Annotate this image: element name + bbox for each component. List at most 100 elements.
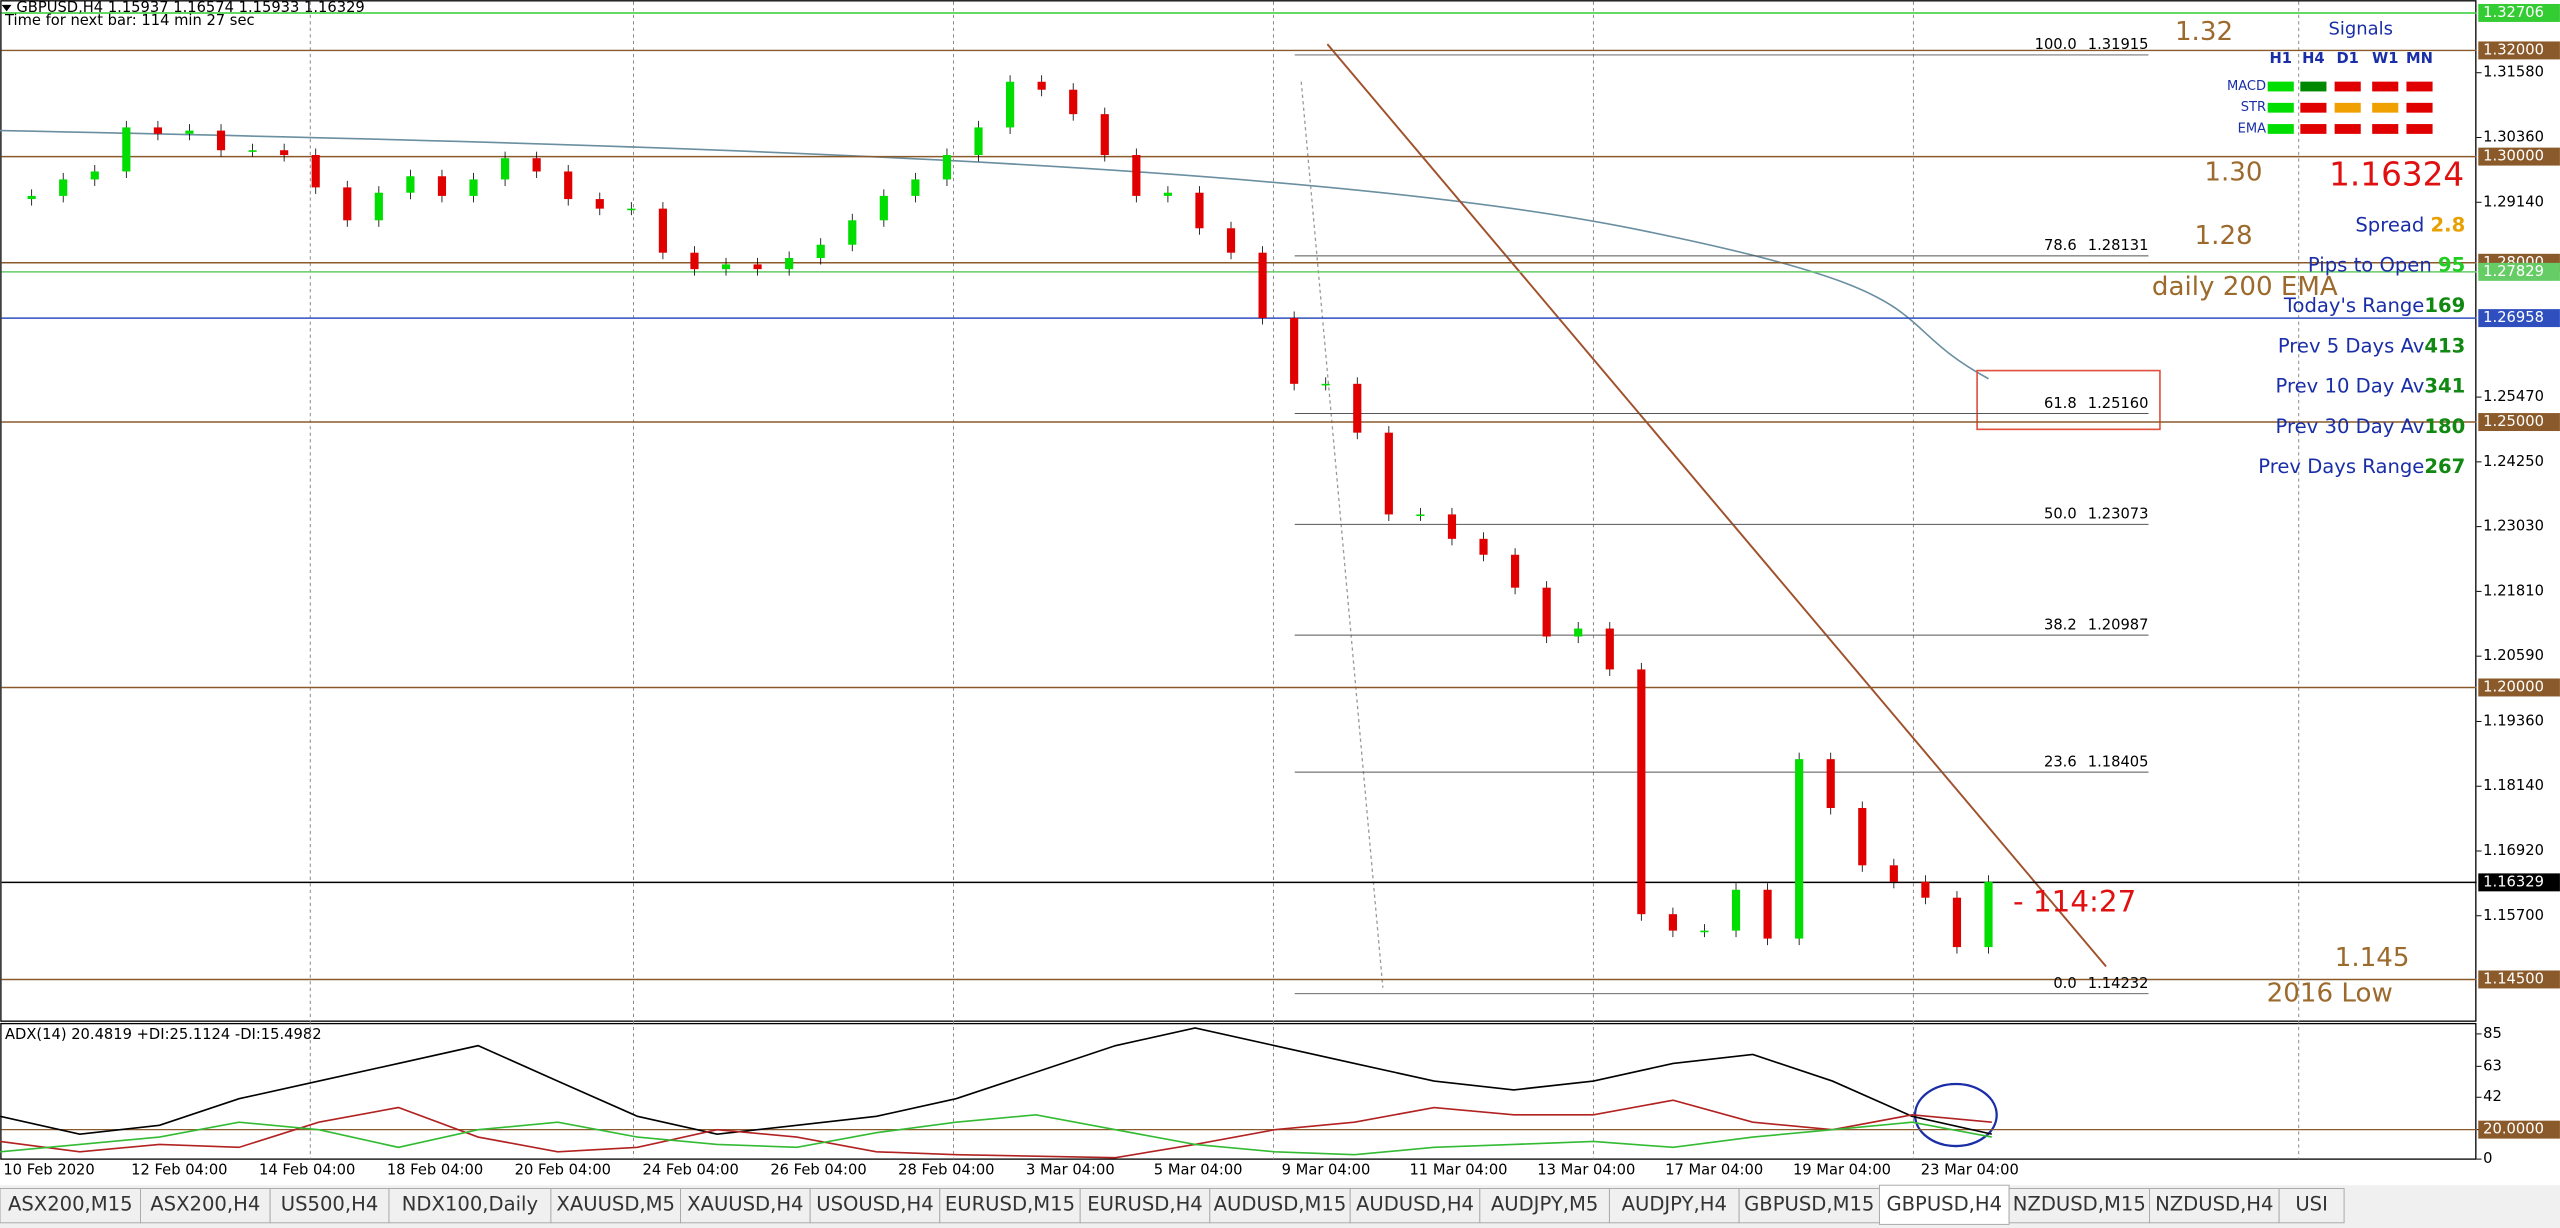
stat-line: Prev 5 Days Av413 [2278, 334, 2465, 357]
y-tick-label: 1.30360 [2483, 128, 2544, 145]
candle [1889, 865, 1898, 882]
tab-background[interactable] [2149, 1188, 2280, 1224]
tab[interactable]: NZDUSD,M15 [2008, 1188, 2150, 1224]
candle [1542, 587, 1551, 637]
annotation: 1.145 [2335, 943, 2410, 973]
candle [942, 155, 952, 180]
candle [658, 208, 667, 253]
tab-label[interactable]: USI [2295, 1192, 2328, 1215]
tab[interactable]: EURUSD,M15 [939, 1188, 1081, 1224]
y-tick-label: 1.29140 [2483, 193, 2544, 210]
tab-label[interactable]: NZDUSD,H4 [2155, 1192, 2273, 1215]
tab[interactable]: AUDUSD,H4 [1349, 1188, 1481, 1224]
tab-label[interactable]: ASX200,H4 [150, 1192, 260, 1215]
level-tag-label: 1.16329 [2483, 873, 2544, 890]
signal-box [2267, 102, 2294, 113]
tab-label[interactable]: AUDUSD,H4 [1356, 1192, 1474, 1215]
stat-line: Today's Range169 [2283, 293, 2465, 316]
tab-label[interactable]: NDX100,Daily [402, 1192, 538, 1215]
level-tag-label: 1.20000 [2483, 678, 2544, 695]
tab[interactable]: ASX200,M15 [0, 1188, 141, 1224]
tab-label[interactable]: US500,H4 [281, 1192, 379, 1215]
tab[interactable]: GBPUSD,H4 [1878, 1184, 2010, 1225]
tab-label[interactable]: NZDUSD,M15 [2013, 1192, 2146, 1215]
tab-label[interactable]: GBPUSD,M15 [1744, 1192, 1874, 1215]
adx-tick-label: 85 [2483, 1025, 2502, 1042]
level-tag [2478, 3, 2560, 22]
tab-label[interactable]: GBPUSD,H4 [1886, 1192, 2002, 1215]
tab-label[interactable]: EURUSD,H4 [1087, 1192, 1203, 1215]
tab[interactable]: NZDUSD,H4 [2149, 1188, 2280, 1224]
candle [1037, 81, 1046, 90]
x-tick-label: 9 Mar 04:00 [1282, 1162, 1371, 1179]
tab[interactable]: ASX200,H4 [139, 1188, 271, 1224]
tab[interactable]: XAUUSD,H4 [680, 1188, 811, 1224]
tab-background[interactable] [1479, 1188, 1610, 1224]
candle [1826, 759, 1835, 808]
candle [343, 187, 352, 221]
tab-label[interactable]: ASX200,M15 [8, 1192, 133, 1215]
candle [1479, 538, 1488, 555]
tab-label[interactable]: AUDJPY,M5 [1491, 1192, 1598, 1215]
tab-background[interactable] [1349, 1188, 1481, 1224]
tab-background[interactable] [809, 1188, 941, 1224]
timer-line: Time for next bar: 114 min 27 sec [4, 12, 255, 29]
tab-background[interactable] [269, 1188, 390, 1224]
tab[interactable]: AUDUSD,M15 [1209, 1188, 1351, 1224]
candle [1605, 628, 1614, 670]
x-tick-label: 3 Mar 04:00 [1026, 1162, 1115, 1179]
fib-price: 1.14232 [2088, 975, 2149, 992]
tab-background[interactable] [939, 1188, 1081, 1224]
tab-label[interactable]: AUDUSD,M15 [1214, 1192, 1347, 1215]
candle [1226, 228, 1236, 253]
candle [122, 127, 131, 172]
tab-label[interactable]: XAUUSD,M5 [556, 1192, 675, 1215]
tab-label[interactable]: EURUSD,M15 [945, 1192, 1075, 1215]
candle [1132, 155, 1141, 196]
stat-line: Prev 30 Day Av180 [2276, 414, 2466, 437]
tab[interactable]: XAUUSD,M5 [550, 1188, 682, 1224]
tab-label[interactable]: USOUSD,H4 [816, 1192, 933, 1215]
stat-label: Prev 10 Day Av [2276, 374, 2425, 397]
level-tag [2478, 413, 2560, 432]
tab[interactable]: EURUSD,H4 [1079, 1188, 1211, 1224]
fib-price: 1.28131 [2088, 237, 2149, 254]
candle [595, 199, 604, 209]
level-tag-label: 1.32000 [2483, 41, 2544, 58]
x-tick-label: 20 Feb 04:00 [515, 1162, 611, 1179]
y-tick-label: 1.21810 [2483, 582, 2544, 599]
fib-ratio: 23.6 [2044, 753, 2077, 770]
tab-background[interactable] [388, 1188, 552, 1224]
tab[interactable]: NDX100,Daily [388, 1188, 552, 1224]
tab-background[interactable] [139, 1188, 271, 1224]
level-tag-label: 1.25000 [2483, 413, 2544, 430]
candle [816, 244, 825, 259]
stat-value: 95 [2438, 253, 2465, 276]
annotation: 1.32 [2175, 17, 2233, 47]
adx-tick-label: 63 [2483, 1057, 2502, 1074]
signal-column: MN [2406, 50, 2433, 67]
tab[interactable]: AUDJPY,H4 [1608, 1188, 1740, 1224]
tab-background[interactable] [2008, 1188, 2150, 1224]
tab-background[interactable] [2278, 1188, 2345, 1224]
tab-background[interactable] [680, 1188, 811, 1224]
tab[interactable]: USOUSD,H4 [809, 1188, 941, 1224]
candle [469, 179, 478, 196]
candle [1353, 383, 1362, 433]
signal-box [2406, 124, 2433, 134]
tab-background[interactable] [1079, 1188, 1211, 1224]
tab[interactable]: US500,H4 [269, 1188, 390, 1224]
tab-background[interactable] [0, 1188, 141, 1224]
tab[interactable]: GBPUSD,M15 [1738, 1188, 1880, 1224]
tab[interactable]: AUDJPY,M5 [1479, 1188, 1610, 1224]
level-tag [2478, 41, 2560, 60]
x-tick-label: 26 Feb 04:00 [770, 1162, 866, 1179]
tab-background[interactable] [1608, 1188, 1740, 1224]
tab-label[interactable]: AUDJPY,H4 [1622, 1192, 1727, 1215]
symbol-line: GBPUSD,H4 1.15937 1.16574 1.15933 1.1632… [16, 0, 364, 16]
tab-label[interactable]: XAUUSD,H4 [687, 1192, 803, 1215]
tab[interactable]: USI [2278, 1188, 2345, 1224]
tab-background[interactable] [1878, 1184, 2010, 1225]
y-tick-label: 1.19360 [2483, 712, 2544, 729]
